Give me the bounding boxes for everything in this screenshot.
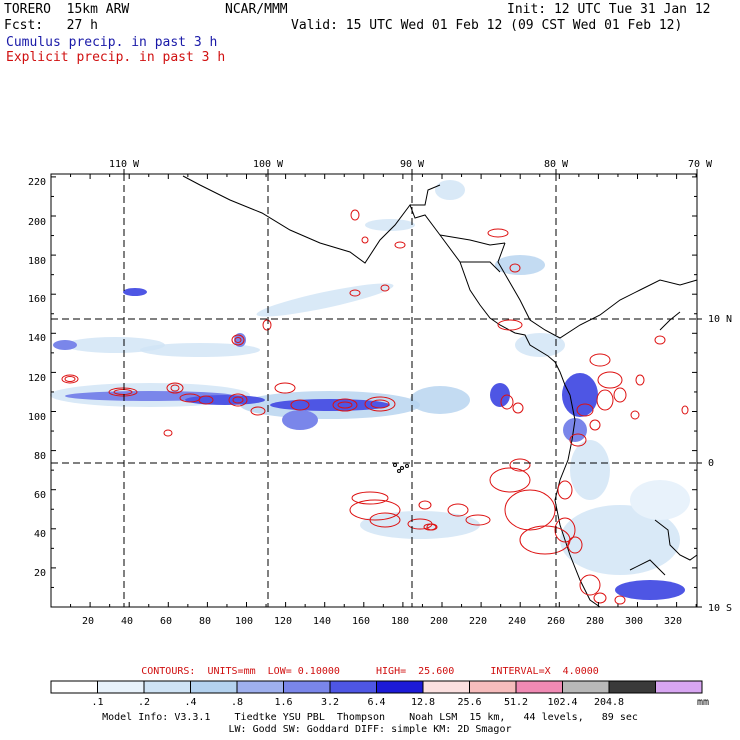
colorbar-swatch	[50, 680, 98, 694]
colorbar-label: 12.8	[410, 697, 436, 708]
colorbar-swatch	[562, 680, 610, 694]
colorbar	[50, 680, 703, 694]
x-tick-label: 40	[121, 616, 133, 627]
y-tick-label: 200	[28, 217, 46, 228]
colorbar-swatch	[97, 680, 145, 694]
explicit-precip-contours	[61, 209, 689, 605]
colorbar-unit: mm	[697, 697, 710, 708]
y-tick-label: 140	[28, 333, 46, 344]
x-tick-label: 260	[547, 616, 565, 627]
x-tick-label: 280	[586, 616, 604, 627]
colorbar-swatch	[236, 680, 284, 694]
axis-ticks	[50, 169, 702, 608]
x-tick-label: 120	[274, 616, 292, 627]
colorbar-swatch	[655, 680, 703, 694]
forecast-hour: Fcst: 27 h	[4, 18, 98, 33]
init-time: Init: 12 UTC Tue 31 Jan 12	[507, 2, 711, 17]
lat-label: 10 N	[708, 314, 732, 325]
cumulus-precip-shading	[50, 180, 690, 600]
colorbar-swatch	[515, 680, 563, 694]
colorbar-label: 25.6	[457, 697, 482, 708]
colorbar-label: 204.8	[593, 697, 625, 708]
x-tick-label: 300	[625, 616, 643, 627]
y-tick-label: 100	[28, 412, 46, 423]
axis-labels: 110 W 100 W 90 W 80 W 70 W 10 N 0 10 S 2…	[28, 159, 732, 627]
colorbar-label: .8	[230, 697, 244, 708]
map-frame	[50, 173, 698, 608]
colorbar-swatch	[283, 680, 331, 694]
center-label: NCAR/MMM	[225, 2, 288, 17]
colorbar-label: 3.2	[320, 697, 340, 708]
colorbar-label: 1.6	[274, 697, 293, 708]
lat-label: 10 S	[708, 603, 732, 614]
x-tick-label: 80	[199, 616, 211, 627]
lon-label: 100 W	[253, 159, 284, 170]
y-tick-label: 40	[34, 529, 46, 540]
x-tick-label: 240	[508, 616, 526, 627]
x-tick-label: 140	[313, 616, 331, 627]
colorbar-swatch	[329, 680, 377, 694]
y-tick-label: 160	[28, 294, 46, 305]
lon-label: 90 W	[400, 159, 425, 170]
colorbar-label: 6.4	[367, 697, 386, 708]
colorbar-label: 51.2	[503, 697, 529, 708]
explicit-field-label: Explicit precip. in past 3 h	[6, 50, 226, 65]
colorbar-swatch	[190, 680, 238, 694]
x-tick-label: 220	[469, 616, 487, 627]
y-tick-label: 180	[28, 256, 46, 267]
x-tick-label: 180	[391, 616, 409, 627]
colorbar-swatch	[469, 680, 517, 694]
x-tick-label: 100	[235, 616, 253, 627]
lat-label: 0	[708, 458, 714, 469]
model-name: TORERO 15km ARW	[4, 2, 130, 17]
x-tick-label: 200	[430, 616, 448, 627]
lat-lon-grid	[51, 174, 697, 607]
colorbar-swatch	[608, 680, 656, 694]
y-tick-label: 80	[34, 451, 46, 462]
coastlines	[182, 175, 698, 608]
lon-label: 80 W	[544, 159, 569, 170]
y-tick-label: 220	[28, 177, 46, 188]
colorbar-label: .2	[137, 697, 151, 708]
colorbar-swatch	[376, 680, 424, 694]
y-tick-label: 120	[28, 373, 46, 384]
colorbar-label: 102.4	[547, 697, 578, 708]
x-tick-label: 60	[160, 616, 172, 627]
model-info-line1: Model Info: V3.3.1 Tiedtke YSU PBL Thomp…	[102, 712, 638, 723]
y-tick-label: 20	[34, 568, 46, 579]
x-tick-label: 160	[352, 616, 370, 627]
contour-info: CONTOURS: UNITS=mm LOW= 0.10000 HIGH= 25…	[141, 666, 599, 677]
x-tick-label: 320	[664, 616, 682, 627]
lon-label: 110 W	[109, 159, 140, 170]
cumulus-field-label: Cumulus precip. in past 3 h	[6, 35, 218, 50]
colorbar-swatch	[422, 680, 470, 694]
colorbar-label: .1	[91, 697, 104, 708]
lon-label: 70 W	[688, 159, 713, 170]
valid-time: Valid: 15 UTC Wed 01 Feb 12 (09 CST Wed …	[291, 18, 683, 33]
y-tick-label: 60	[34, 490, 46, 501]
colorbar-label: .4	[184, 697, 197, 708]
model-info-line2: LW: Godd SW: Goddard DIFF: simple KM: 2D…	[228, 724, 512, 735]
x-tick-label: 20	[82, 616, 94, 627]
colorbar-swatch	[143, 680, 191, 694]
